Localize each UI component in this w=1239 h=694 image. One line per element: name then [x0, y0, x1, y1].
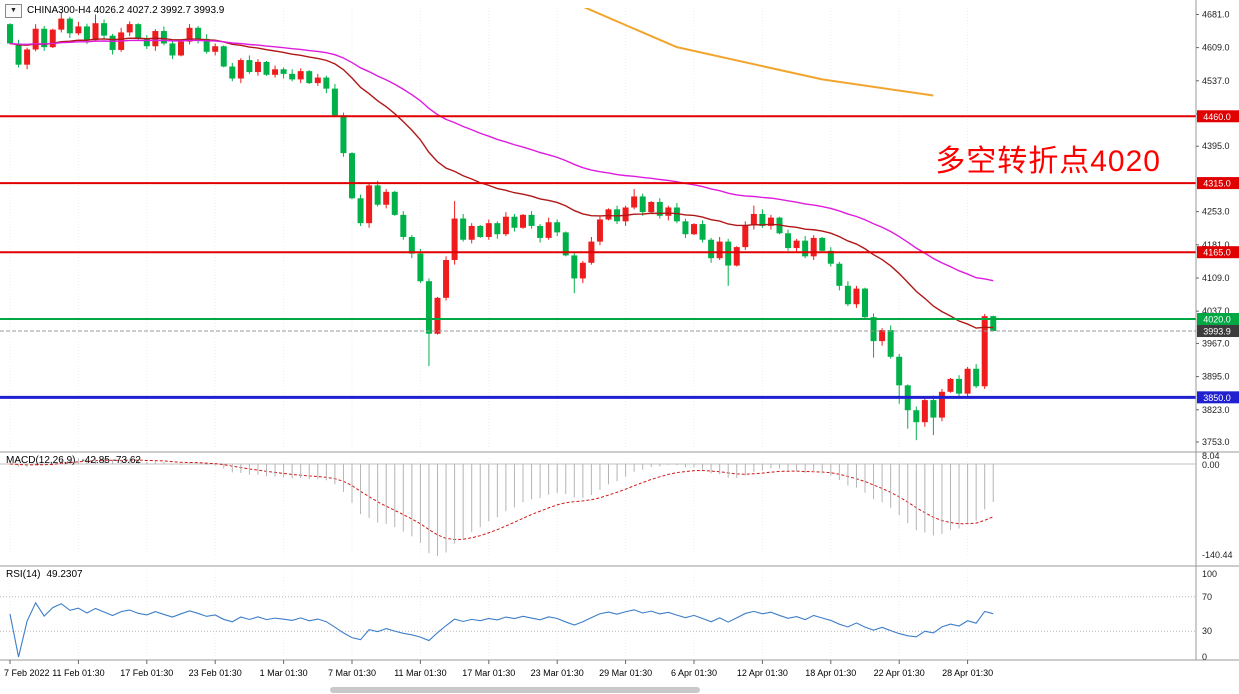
time-axis: 7 Feb 2022 11 Feb 01:30 17 Feb 01:30 23 Feb…	[4, 660, 993, 678]
price-scale: 4681.04609.04537.04465.04395.04253.04181…	[1196, 9, 1230, 447]
time-axis-label: 11 Feb 01:30	[52, 668, 104, 678]
price-badges: 4460.0 4315.0 4165.0 4020.0 3850.0 3993.9	[1197, 110, 1239, 404]
macd-axis-label: 8.04	[1202, 451, 1220, 461]
macd-name: MACD(12,26,9)	[6, 455, 76, 466]
price-tick-label: 4037.0	[1202, 306, 1230, 316]
price-tick-label: 3967.0	[1202, 338, 1230, 348]
price-badge-label: 4165.0	[1203, 248, 1231, 258]
price-badge-label: 3993.9	[1203, 327, 1231, 337]
slow-ma-line	[9, 39, 994, 282]
price-badge	[1197, 312, 1239, 325]
rsi-panel: 100 70 30 0	[0, 569, 1217, 662]
price-tick-label: 4609.0	[1202, 43, 1230, 53]
price-badge	[1197, 110, 1239, 123]
price-tick-label: 4253.0	[1202, 207, 1230, 217]
macd-histogram	[18, 458, 994, 556]
price-badge-label: 4315.0	[1203, 179, 1231, 189]
price-tick-label: 4109.0	[1202, 273, 1230, 283]
price-badge	[1197, 391, 1239, 404]
time-axis-label: 7 Mar 01:30	[328, 668, 376, 678]
rsi-indicator-label: RSI(14) 49.2307	[6, 569, 89, 580]
time-axis-label: 18 Apr 01:30	[805, 668, 856, 678]
price-tick-label: 4537.0	[1202, 76, 1230, 86]
rsi-axis-label: 100	[1202, 569, 1217, 579]
price-tick-label: 4395.0	[1202, 141, 1230, 151]
price-tick-label: 3753.0	[1202, 437, 1230, 447]
price-badge-label: 3850.0	[1203, 393, 1231, 403]
price-tick-label: 4681.0	[1202, 9, 1230, 19]
horizontal-lines-layer[interactable]	[0, 115, 1196, 399]
price-badge-label: 4460.0	[1203, 112, 1231, 122]
chevron-down-icon: ▼	[10, 7, 17, 14]
time-axis-label: 22 Apr 01:30	[874, 668, 925, 678]
macd-panel: 8.040.00 -140.44	[0, 451, 1233, 560]
rsi-line	[9, 601, 994, 658]
time-axis-label: 28 Apr 01:30	[942, 668, 993, 678]
symbol-dropdown-button[interactable]: ▼	[5, 4, 22, 18]
rsi-axis-label: 0	[1202, 652, 1207, 662]
ohlc-readout: CHINA300-H4 4026.2 4027.2 3992.7 3993.9	[27, 5, 225, 16]
rsi-axis-label: 30	[1202, 626, 1212, 636]
time-axis-label: 23 Mar 01:30	[531, 668, 584, 678]
price-tick-label: 3895.0	[1202, 372, 1230, 382]
time-axis-label: 23 Feb 01:30	[189, 668, 242, 678]
macd-axis-label: 0.00	[1202, 460, 1220, 470]
annotation-text: 多空转折点4020	[935, 145, 1161, 178]
time-axis-label: 11 Mar 01:30	[394, 668, 446, 678]
time-axis-label: 17 Feb 01:30	[120, 668, 173, 678]
price-badge-label: 4020.0	[1203, 314, 1231, 324]
time-axis-label: 17 Mar 01:30	[462, 668, 515, 678]
macd-values: -42.85 -73.62	[81, 455, 141, 466]
price-badge	[1197, 325, 1239, 338]
moving-averages-layer	[9, 37, 994, 329]
macd-axis-label: -140.44	[1202, 550, 1233, 560]
time-axis-label: 12 Apr 01:30	[737, 668, 788, 678]
price-tick-label: 4181.0	[1202, 240, 1230, 250]
candles-layer	[7, 12, 997, 441]
time-axis-label: 6 Apr 01:30	[671, 668, 717, 678]
macd-indicator-label: MACD(12,26,9) -42.85 -73.62	[6, 455, 147, 466]
grid-lines	[9, 8, 969, 657]
rsi-name: RSI(14)	[6, 569, 41, 580]
price-tick-label: 3823.0	[1202, 405, 1230, 415]
fast-ma-line	[9, 37, 994, 329]
orange-ma-layer	[583, 8, 934, 97]
horizontal-scrollbar-thumb[interactable]	[330, 687, 700, 693]
macd-signal-line	[9, 459, 994, 540]
time-axis-label: 29 Mar 01:30	[599, 668, 652, 678]
rsi-value: 49.2307	[46, 569, 83, 580]
orange-ma-line	[583, 8, 934, 97]
price-badge	[1197, 246, 1239, 259]
time-axis-label: 1 Mar 01:30	[260, 668, 308, 678]
panel-frames	[0, 0, 1239, 661]
time-axis-label: 7 Feb 2022	[4, 668, 50, 678]
price-badge	[1197, 177, 1239, 190]
rsi-axis-label: 70	[1202, 592, 1212, 602]
